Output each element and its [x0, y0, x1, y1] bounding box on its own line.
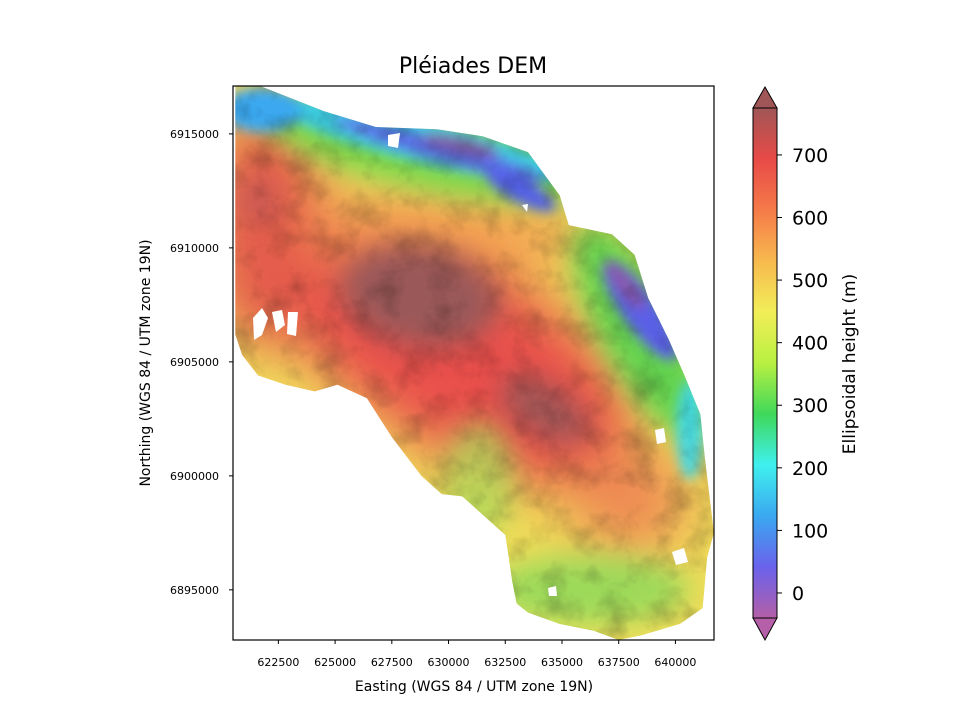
- y-tick-label: 6895000: [170, 584, 219, 597]
- colorbar-tick-label: 500: [792, 270, 828, 292]
- colorbar-tick-label: 200: [792, 458, 828, 480]
- colorbar-tick-label: 600: [792, 208, 828, 230]
- y-tick-label: 6915000: [170, 128, 219, 141]
- x-tick-label: 627500: [371, 656, 413, 669]
- colorbar-tick-label: 700: [792, 145, 828, 167]
- y-tick-label: 6900000: [170, 470, 219, 483]
- x-tick-label: 622500: [257, 656, 299, 669]
- x-axis-ticks: 622500 625000 627500 630000 632500 635000 6375…: [257, 640, 696, 669]
- colorbar-ticks: 0 100 200 300 400 500 600 700: [777, 145, 828, 605]
- plot-frame: [232, 85, 715, 641]
- x-tick-label: 632500: [484, 656, 526, 669]
- colorbar-tick-label: 400: [792, 333, 828, 355]
- x-tick-label: 640000: [654, 656, 696, 669]
- y-axis-ticks: 6895000 6900000 6905000 6910000 6915000: [170, 128, 233, 597]
- colorbar-tick-label: 100: [792, 520, 828, 542]
- chart-title: Pléiades DEM: [399, 54, 547, 79]
- hillshade-texture: [235, 86, 714, 640]
- x-tick-label: 625000: [314, 656, 356, 669]
- nodata-holes: [253, 133, 688, 596]
- x-axis-label: Easting (WGS 84 / UTM zone 19N): [355, 679, 593, 695]
- y-tick-label: 6905000: [170, 356, 219, 369]
- colorbar-tick-label: 300: [792, 395, 828, 417]
- dem-map: [235, 86, 714, 640]
- colorbar-tick-label: 0: [792, 583, 804, 605]
- colorbar-label: Ellipsoidal height (m): [840, 274, 860, 454]
- y-tick-label: 6910000: [170, 242, 219, 255]
- colorbar-extend-min: [752, 617, 778, 642]
- x-tick-label: 637500: [598, 656, 640, 669]
- x-tick-label: 635000: [541, 656, 583, 669]
- colorbar-gradient: [753, 108, 777, 618]
- y-axis-label: Northing (WGS 84 / UTM zone 19N): [138, 239, 154, 486]
- x-tick-label: 630000: [428, 656, 470, 669]
- colorbar: 0 100 200 300 400 500 600 700 Ellipsoidal heigh…: [752, 85, 860, 642]
- colorbar-extend-max: [752, 85, 778, 109]
- colorbar-frame: [752, 107, 778, 619]
